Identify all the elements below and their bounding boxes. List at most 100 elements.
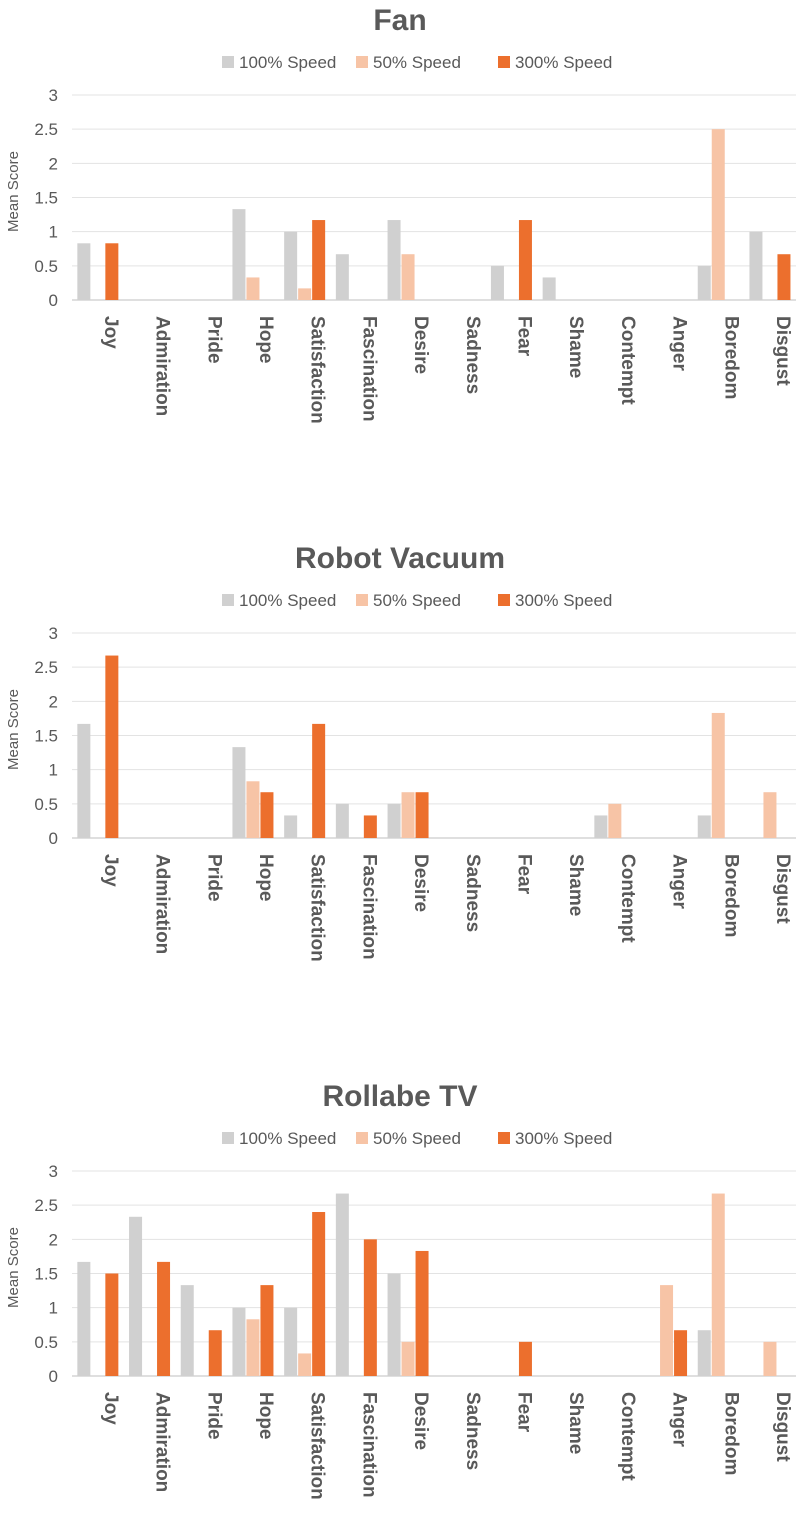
bar: [335, 1193, 349, 1376]
bar: [401, 792, 415, 838]
bar: [697, 815, 711, 838]
x-tick-label: Fear: [513, 316, 534, 357]
bar: [697, 265, 711, 300]
legend-label: 50% Speed: [373, 591, 461, 610]
legend-label: 50% Speed: [373, 1129, 461, 1148]
x-tick-label: Desire: [410, 1392, 431, 1450]
y-tick-label: 1: [49, 1299, 58, 1318]
y-tick-label: 1.5: [34, 1265, 58, 1284]
legend-label: 300% Speed: [515, 1129, 612, 1148]
y-tick-label: 0: [49, 1367, 58, 1386]
y-axis-label: Mean Score: [5, 151, 22, 232]
x-tick-label: Satisfaction: [307, 1392, 328, 1500]
x-tick-label: Satisfaction: [307, 854, 328, 962]
x-tick-label: Fascination: [358, 316, 379, 422]
x-tick-label: Boredom: [720, 854, 741, 937]
y-tick-label: 1: [49, 223, 58, 242]
x-tick-label: Pride: [203, 854, 224, 902]
bar: [518, 1341, 532, 1376]
y-tick-label: 2: [49, 692, 58, 711]
legend-swatch: [222, 594, 234, 606]
bar: [697, 1330, 711, 1376]
x-tick-label: Desire: [410, 854, 431, 912]
bar: [232, 747, 246, 838]
x-tick-label: Fascination: [358, 1392, 379, 1498]
legend-swatch: [356, 56, 368, 68]
x-tick-label: Disgust: [772, 1392, 793, 1462]
y-tick-label: 2.5: [34, 1196, 58, 1215]
x-tick-label: Contempt: [617, 316, 638, 405]
bar: [542, 277, 556, 300]
legend-label: 50% Speed: [373, 53, 461, 72]
bar: [105, 655, 119, 838]
bar: [232, 209, 246, 300]
bar: [246, 277, 260, 300]
y-tick-label: 2: [49, 154, 58, 173]
x-tick-label: Hope: [255, 316, 276, 364]
x-tick-label: Anger: [669, 316, 690, 372]
y-tick-label: 1.5: [34, 189, 58, 208]
y-axis-label: Mean Score: [5, 689, 22, 770]
chart-1: Robot Vacuum 100% Speed 50% Speed 300% Spee…: [5, 542, 796, 962]
y-tick-label: 1: [49, 761, 58, 780]
bar: [608, 803, 622, 838]
bar: [711, 712, 725, 838]
x-tick-label: Contempt: [617, 1392, 638, 1481]
bar: [260, 792, 274, 838]
bar: [208, 1330, 222, 1376]
legend-swatch: [222, 1132, 234, 1144]
bar: [660, 1285, 674, 1376]
x-tick-label: Joy: [100, 316, 121, 349]
chart-title: Rollabe TV: [322, 1080, 477, 1113]
bar: [298, 288, 312, 300]
bar: [335, 803, 349, 838]
bar: [763, 1341, 777, 1376]
x-tick-label: Admiration: [152, 854, 173, 954]
x-tick-label: Anger: [669, 1392, 690, 1448]
x-tick-label: Boredom: [720, 316, 741, 399]
x-tick-label: Admiration: [152, 316, 173, 416]
y-tick-label: 1.5: [34, 727, 58, 746]
x-tick-label: Fear: [513, 854, 534, 895]
bar: [711, 1193, 725, 1376]
bar: [312, 723, 326, 838]
x-tick-label: Satisfaction: [307, 316, 328, 424]
bar: [232, 1307, 246, 1376]
bar: [77, 243, 91, 300]
x-tick-label: Fear: [513, 1392, 534, 1433]
legend-swatch: [498, 56, 510, 68]
x-tick-label: Shame: [565, 1392, 586, 1454]
bar: [387, 803, 401, 838]
bar: [157, 1261, 171, 1376]
legend-swatch: [498, 1132, 510, 1144]
bar: [387, 1273, 401, 1376]
y-tick-label: 3: [49, 624, 58, 643]
y-tick-label: 0.5: [34, 1333, 58, 1352]
x-tick-label: Admiration: [152, 1392, 173, 1492]
legend-swatch: [356, 594, 368, 606]
x-tick-label: Sadness: [462, 854, 483, 932]
bar: [105, 1273, 119, 1376]
y-axis-label: Mean Score: [5, 1227, 22, 1308]
legend-swatch: [498, 594, 510, 606]
x-tick-label: Disgust: [772, 854, 793, 924]
x-tick-label: Joy: [100, 854, 121, 887]
x-tick-label: Disgust: [772, 316, 793, 386]
bar: [335, 254, 349, 300]
bar: [284, 1307, 298, 1376]
bar: [284, 231, 298, 300]
y-tick-label: 0.5: [34, 257, 58, 276]
bar: [129, 1216, 143, 1376]
bar: [180, 1285, 194, 1376]
legend-swatch: [356, 1132, 368, 1144]
legend-label: 100% Speed: [239, 591, 336, 610]
bar: [312, 220, 326, 300]
x-tick-label: Contempt: [617, 854, 638, 943]
legend-label: 300% Speed: [515, 53, 612, 72]
x-tick-label: Sadness: [462, 316, 483, 394]
bar: [749, 231, 763, 300]
y-tick-label: 0: [49, 829, 58, 848]
bar: [260, 1285, 274, 1376]
